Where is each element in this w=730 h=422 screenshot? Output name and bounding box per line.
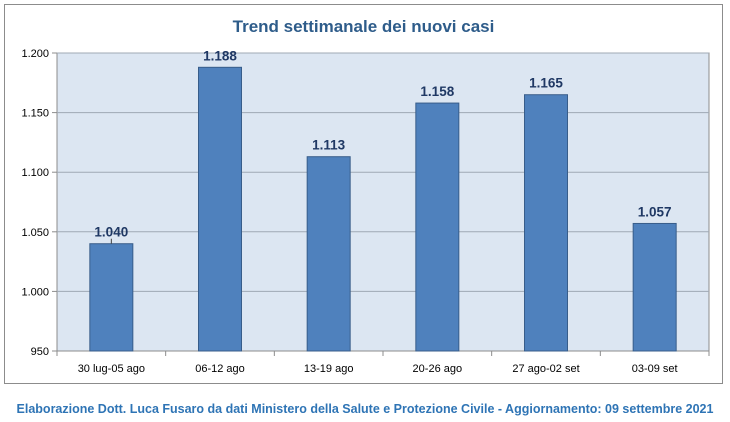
bar [524,94,568,352]
plot-area [56,52,710,352]
bar-chart: 950 1.000 1.050 1.100 1.150 1.200 1.040 30 lug-… [21,48,710,375]
y-tick-label: 1.000 [21,286,49,298]
data-label: 1.113 [312,138,346,153]
y-tick-label: 1.150 [21,108,49,120]
bar [415,102,460,352]
x-tick-label: 03-09 set [632,363,678,375]
data-label: 1.158 [420,84,454,99]
y-tick-label: 1.050 [21,227,49,239]
bar [632,222,677,352]
data-label: 1.057 [638,204,672,219]
chart-title: Trend settimanale dei nuovi casi [232,17,495,36]
bar [198,66,242,352]
footer-credit: Elaborazione Dott. Luca Fusaro da dati M… [16,402,714,416]
x-tick-label: 30 lug-05 ago [78,363,145,375]
bar [306,156,351,352]
x-tick-label: 06-12 ago [195,363,245,375]
x-tick-label: 13-19 ago [304,363,354,375]
y-tick-label: 1.100 [21,167,49,179]
data-label: 1.165 [529,76,563,91]
bar [89,243,134,352]
y-tick-label: 950 [31,346,49,358]
x-tick-label: 27 ago-02 set [512,363,579,375]
data-label: 1.040 [94,225,128,240]
data-label: 1.188 [203,48,237,63]
y-tick-label: 1.200 [21,48,49,60]
x-tick-label: 20-26 ago [413,363,463,375]
